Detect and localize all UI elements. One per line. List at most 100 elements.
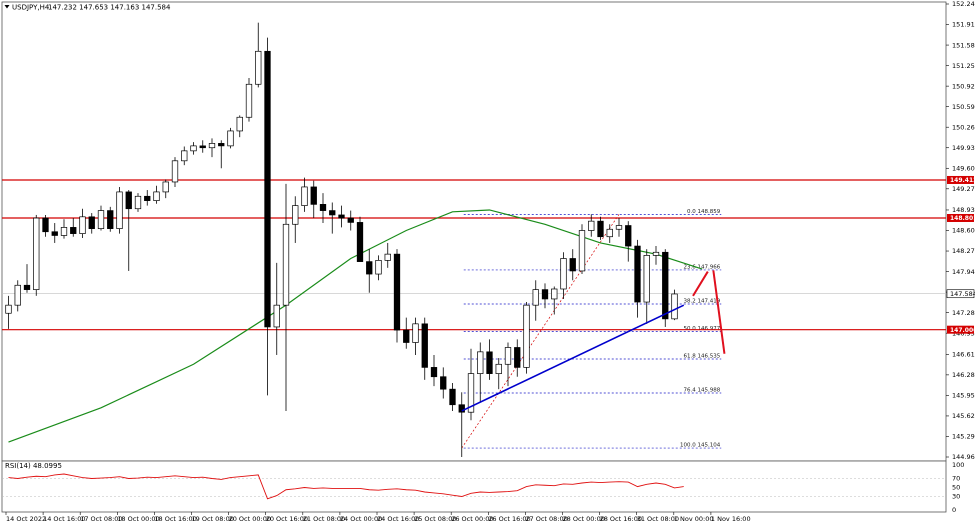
price-axis: 152.240 151.910 151.580 151.250 150.920 150.5…	[946, 0, 975, 461]
candle-body	[347, 217, 354, 223]
x-tick-label: 26 Oct 00:00	[451, 515, 493, 522]
candle-body	[79, 216, 86, 234]
candle-body	[662, 251, 669, 320]
price-tag	[947, 325, 974, 334]
candle-body	[643, 255, 650, 303]
candle-body	[23, 284, 31, 290]
candle-body	[504, 347, 512, 365]
y-tick-label: 151.580	[952, 41, 975, 49]
candle-body	[144, 195, 151, 201]
x-tick-label: 25 Oct 08:00	[414, 515, 456, 522]
candle-body	[458, 404, 465, 413]
candle-body	[588, 220, 595, 231]
y-tick-label: 151.910	[952, 21, 975, 29]
rising-trendline	[461, 304, 685, 412]
candle-body	[70, 227, 77, 234]
y-tick-label: 146.610	[952, 351, 975, 359]
x-tick-label: 24 Oct 16:00	[377, 515, 419, 522]
candle-body	[514, 347, 521, 368]
candle-body	[366, 261, 373, 275]
candle-body	[245, 83, 253, 118]
x-tick-label: 31 Oct 08:00	[637, 515, 679, 522]
candle-body	[615, 225, 623, 230]
forecast-arrows	[692, 270, 726, 354]
candle-body	[33, 217, 40, 290]
candle-body	[208, 143, 216, 149]
price-tag-label: 149.412	[950, 177, 975, 184]
candle-body	[551, 288, 558, 300]
rsi-pane	[1, 460, 947, 513]
candle-body	[227, 130, 234, 147]
candle-body	[671, 293, 678, 320]
candle-body	[412, 323, 419, 343]
x-tick-label: 18 Oct 00:00	[117, 515, 159, 522]
rsi-tick-label: 100	[952, 461, 964, 469]
moving-average-line	[8, 209, 703, 443]
y-tick-label: 149.600	[952, 164, 975, 172]
x-tick-label: 27 Oct 08:00	[525, 515, 567, 522]
x-tick-label: 14 Oct 2022	[6, 515, 46, 522]
candle-body	[199, 145, 206, 149]
symbol-label: USDJPY,H4	[12, 4, 50, 12]
candle-body	[5, 304, 12, 314]
y-tick-label: 149.270	[952, 185, 975, 193]
candle-body	[532, 289, 539, 306]
y-tick-label: 150.590	[952, 103, 975, 111]
x-tick-label: 14 Oct 16:00	[43, 515, 85, 522]
y-tick-label: 147.280	[952, 309, 975, 317]
collapse-icon[interactable]	[4, 5, 10, 9]
candle-body	[421, 323, 428, 368]
candle-body	[97, 210, 105, 229]
y-tick-label: 150.260	[952, 123, 975, 131]
forecast-arrow	[712, 270, 726, 354]
candle-body	[560, 258, 567, 290]
candle-body	[523, 304, 530, 368]
price-tag	[947, 213, 974, 222]
candle-body	[578, 230, 586, 272]
candle-body	[218, 143, 225, 147]
fib-level-label: 23.6 147.966	[684, 264, 721, 270]
y-tick-label: 148.270	[952, 247, 975, 255]
y-tick-label: 145.290	[952, 433, 975, 441]
candles	[5, 22, 678, 457]
fib-level-label: 0.0 148.859	[687, 209, 721, 215]
candle-body	[449, 388, 456, 406]
candle-body	[375, 260, 382, 275]
candle-body	[236, 116, 243, 132]
x-tick-label: 19 Oct 08:00	[192, 515, 234, 522]
candle-body	[495, 363, 502, 374]
x-tick-label: 26 Oct 16:00	[488, 515, 530, 522]
x-tick-label: 18 Oct 16:00	[154, 515, 196, 522]
candle-body	[42, 217, 49, 233]
rsi-label: RSI(14) 48.0995	[5, 462, 62, 470]
candle-body	[625, 225, 632, 247]
rsi-line	[8, 473, 684, 500]
y-tick-label: 145.950	[952, 392, 975, 400]
fibonacci-retracement[interactable]: 0.0 148.859 23.6 147.966 38.2 147.419 50.0 …	[461, 209, 722, 449]
candle-body	[384, 253, 391, 261]
candle-body	[430, 367, 438, 378]
candle-body	[153, 191, 160, 201]
support-resistance-lines[interactable]	[2, 179, 946, 331]
candle-body	[634, 245, 641, 303]
trendline-layer[interactable]	[461, 304, 685, 412]
moving-average	[8, 209, 703, 443]
candle-body	[597, 220, 604, 238]
fib-level-label: 76.4 145.988	[684, 388, 721, 394]
candle-body	[606, 228, 613, 238]
y-tick-label: 148.930	[952, 206, 975, 214]
x-tick-label: 28 Oct 00:00	[563, 515, 605, 522]
candle-body	[181, 150, 188, 162]
candle-body	[273, 304, 280, 328]
candle-body	[107, 210, 114, 229]
y-tick-label: 151.250	[952, 62, 975, 70]
fib-level-label: 50.0 146.977	[684, 326, 721, 332]
candle-body	[319, 204, 327, 211]
fib-anchor-line	[461, 214, 620, 449]
candle-body	[116, 191, 123, 229]
y-tick-label: 149.930	[952, 144, 975, 152]
candle-body	[171, 160, 179, 183]
